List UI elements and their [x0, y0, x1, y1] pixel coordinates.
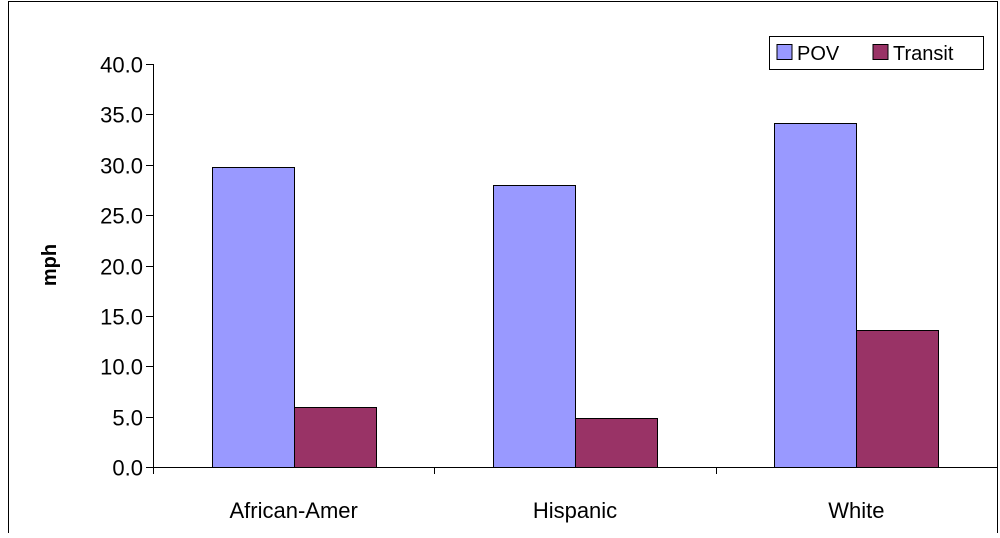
bar-transit — [294, 407, 377, 468]
legend-label-pov: POV — [797, 43, 840, 65]
bar-pov — [493, 185, 576, 468]
y-tick-label: 30.0 — [100, 154, 143, 179]
y-tick-label: 40.0 — [100, 53, 143, 78]
y-tick-label: 10.0 — [100, 355, 143, 380]
bar-transit — [856, 330, 939, 468]
x-tick-label: African-Amer — [229, 498, 357, 523]
y-tick-label: 35.0 — [100, 103, 143, 128]
x-tick-label: White — [828, 498, 884, 523]
bar-transit — [575, 418, 658, 468]
y-axis-title: mph — [39, 244, 61, 286]
legend-swatch-transit — [872, 44, 889, 60]
legend-swatch-pov — [776, 44, 793, 60]
bar-pov — [212, 167, 295, 468]
bar-pov — [774, 123, 857, 468]
y-tick-label: 0.0 — [112, 456, 143, 481]
legend: POV Transit — [769, 36, 984, 70]
x-tick-label: Hispanic — [533, 498, 617, 523]
bars — [212, 123, 939, 468]
legend-label-transit: Transit — [893, 43, 954, 65]
y-tick-label: 25.0 — [100, 204, 143, 229]
y-tick-label: 15.0 — [100, 305, 143, 330]
y-tick-label: 5.0 — [112, 406, 143, 431]
y-tick-label: 20.0 — [100, 255, 143, 280]
y-axis: 0.0 5.0 10.0 15.0 20.0 25.0 30.0 35.0 40.0 — [100, 53, 154, 481]
